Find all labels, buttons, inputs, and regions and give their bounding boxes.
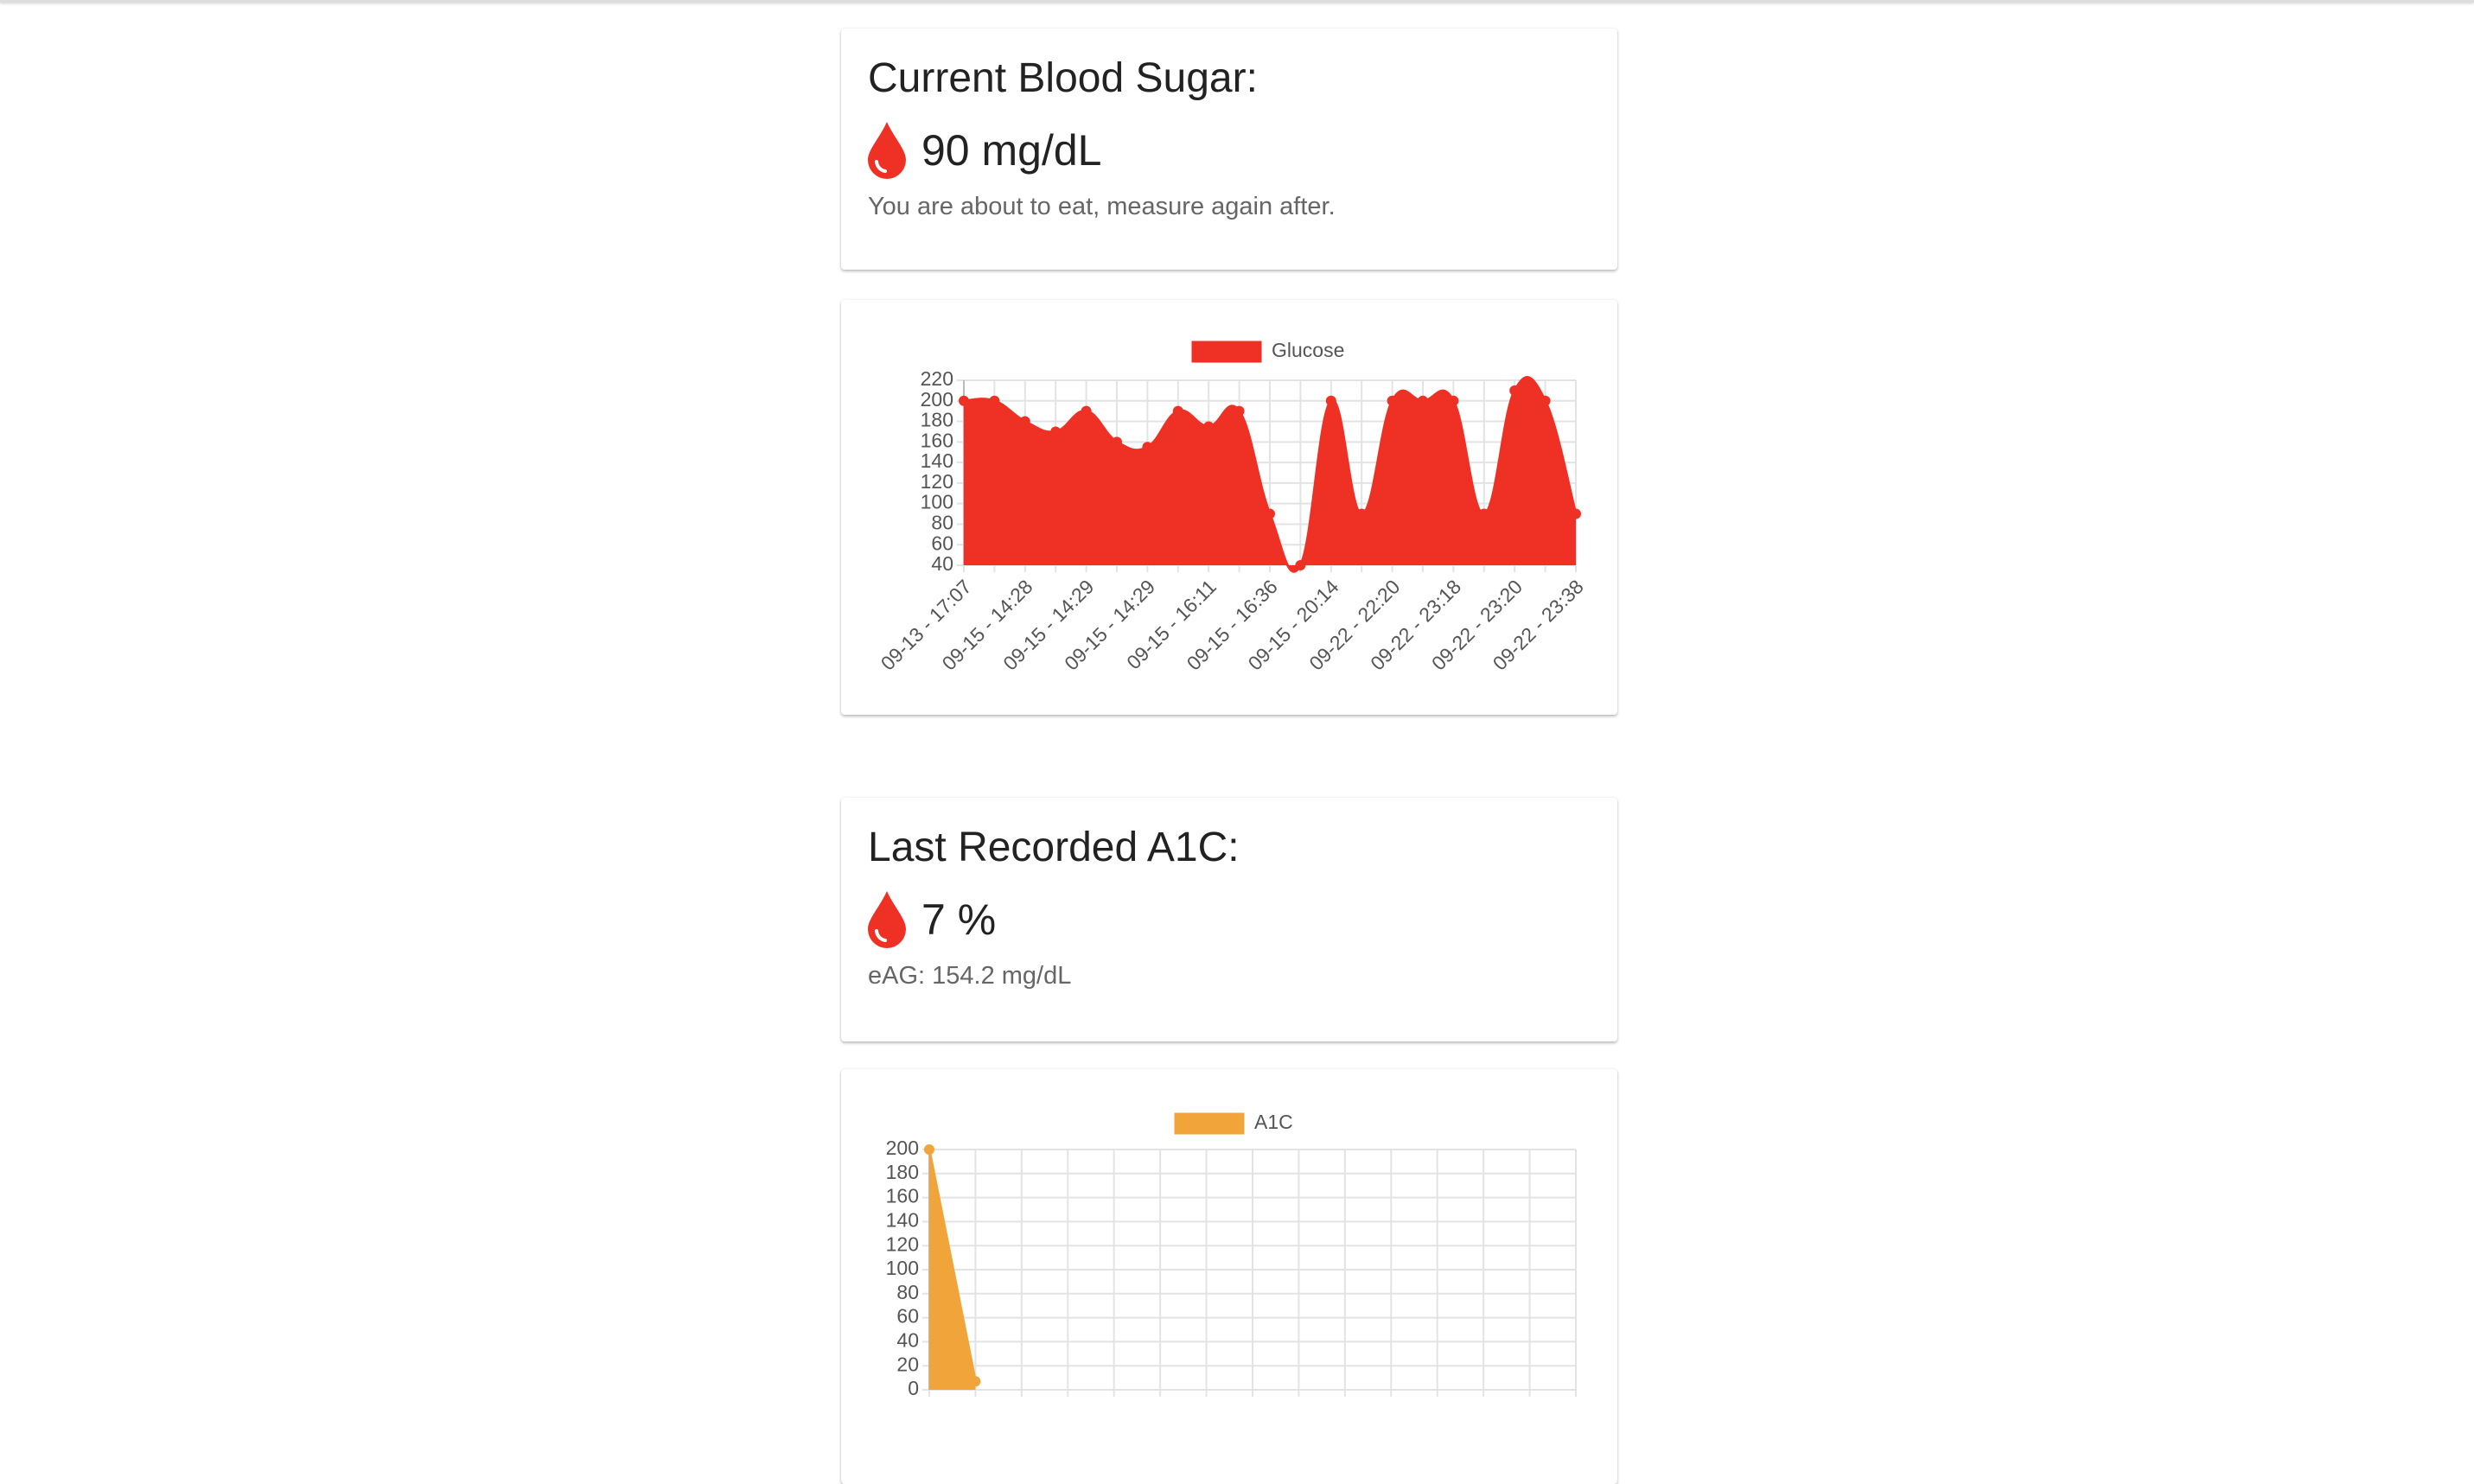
legend-label: Glucose: [1272, 339, 1344, 361]
point: [1478, 508, 1489, 519]
point: [1356, 508, 1368, 519]
point: [1325, 395, 1336, 406]
y-tick-label: 80: [896, 1281, 919, 1303]
legend-label: A1C: [1254, 1111, 1293, 1133]
y-tick-label: 120: [921, 470, 953, 493]
a1c-chart-card: 0 20 40 60 80 100 120 140 160 180 200 A1C: [841, 1069, 1617, 1484]
card-note: You are about to eat, measure again afte…: [868, 193, 1336, 220]
y-tick-label: 220: [921, 367, 953, 390]
point: [1234, 405, 1245, 417]
y-tick-label: 160: [886, 1185, 919, 1207]
glucose-chart-card: 40 60 80 100 120 140 160 180 200 220 09-13 - 17:07…: [841, 300, 1617, 715]
y-tick-label: 160: [921, 429, 953, 451]
y-tick-label: 100: [886, 1257, 919, 1279]
point: [1571, 508, 1581, 519]
point: [959, 395, 969, 406]
drop-icon: [868, 122, 906, 179]
y-tick-label: 40: [931, 552, 953, 575]
card-value-row: 90 mg/dL: [868, 122, 1101, 179]
point: [1418, 395, 1428, 406]
y-tick-label: 180: [921, 409, 953, 431]
point: [1540, 395, 1551, 406]
y-tick-label: 120: [886, 1232, 919, 1255]
y-tick-label: 200: [921, 388, 953, 411]
y-tick-label: 100: [921, 491, 953, 513]
y-tick-label: 140: [886, 1208, 919, 1231]
y-tick-label: 20: [896, 1353, 919, 1375]
y-tick-label: 40: [896, 1328, 919, 1351]
point: [1081, 405, 1092, 417]
top-bar: [0, 0, 2474, 3]
point: [1019, 416, 1030, 427]
point: [1448, 395, 1459, 406]
point: [1112, 436, 1122, 448]
a1c-card: Last Recorded A1C: 7 % eAG: 154.2 mg/dL: [841, 798, 1617, 1041]
y-tick-label: 80: [931, 512, 953, 534]
page: Current Blood Sugar: 90 mg/dL You are ab…: [0, 0, 2474, 1400]
y-tick-label: 60: [931, 532, 953, 554]
legend-swatch: [1174, 1112, 1245, 1135]
legend-swatch: [1191, 341, 1262, 363]
y-tick-label: 140: [921, 449, 953, 472]
y-tick-label: 180: [886, 1161, 919, 1183]
point: [1172, 405, 1183, 417]
y-tick-label: 0: [908, 1377, 919, 1399]
card-title: Current Blood Sugar:: [868, 55, 1258, 101]
point: [1387, 395, 1398, 406]
point: [1050, 426, 1062, 437]
point: [1509, 385, 1521, 396]
card-value: 7 %: [921, 895, 997, 944]
card-title: Last Recorded A1C:: [868, 825, 1240, 870]
point: [1265, 508, 1275, 519]
blood-sugar-card: Current Blood Sugar: 90 mg/dL You are ab…: [841, 29, 1617, 270]
drop-icon: [868, 891, 906, 948]
point: [924, 1144, 934, 1155]
card-value: 90 mg/dL: [921, 126, 1102, 175]
point: [1295, 560, 1306, 570]
card-value-row: 7 %: [868, 891, 996, 948]
point: [989, 395, 1000, 406]
point: [970, 1376, 981, 1387]
point: [1142, 442, 1153, 453]
area: [964, 377, 1576, 572]
card-note: eAG: 154.2 mg/dL: [868, 962, 1072, 990]
y-tick-label: 60: [896, 1305, 919, 1328]
point: [1203, 421, 1215, 432]
y-tick-label: 200: [886, 1137, 919, 1159]
